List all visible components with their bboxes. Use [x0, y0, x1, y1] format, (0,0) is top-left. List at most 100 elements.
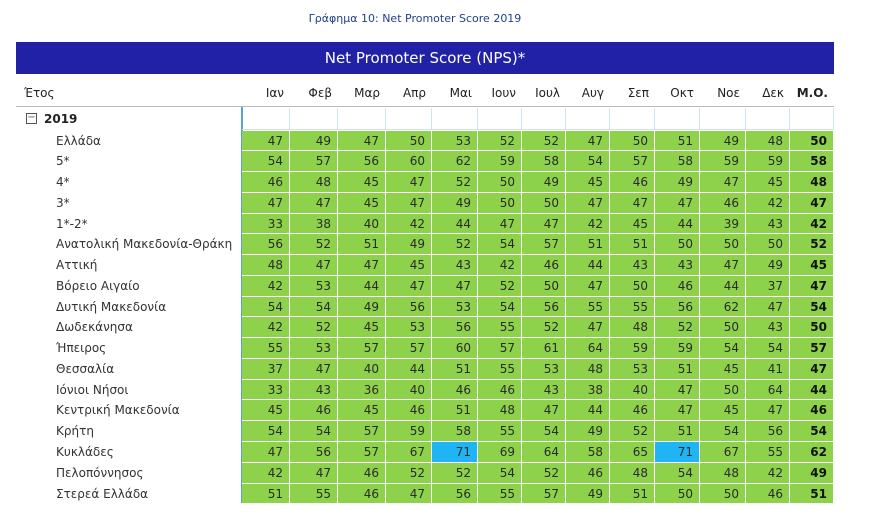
value-cell: 55 — [290, 483, 338, 505]
group-cell — [386, 108, 432, 130]
value-cell: 56 — [338, 151, 386, 173]
value-cell: 53 — [432, 130, 478, 152]
row-label: Ανατολική Μακεδονία-Θράκη — [56, 237, 233, 252]
value-cell: 49 — [522, 172, 566, 193]
average-cell: 54 — [790, 421, 834, 442]
row-label: Βόρειο Αιγαίο — [56, 278, 140, 293]
value-cell: 37 — [242, 358, 290, 380]
value-cell: 52 — [432, 172, 478, 193]
value-cell: 46 — [386, 400, 432, 422]
value-cell: 44 — [566, 255, 610, 276]
group-cell — [655, 108, 700, 130]
value-cell: 51 — [655, 421, 700, 442]
value-cell: 48 — [242, 255, 290, 276]
value-cell: 61 — [522, 338, 566, 359]
value-cell: 46 — [610, 400, 655, 422]
value-cell: 65 — [610, 442, 655, 463]
value-cell: 60 — [432, 338, 478, 359]
value-cell: 50 — [478, 172, 522, 193]
value-cell: 50 — [700, 379, 746, 401]
collapse-icon[interactable]: − — [26, 112, 37, 124]
value-cell: 46 — [700, 192, 746, 214]
value-cell: 51 — [566, 234, 610, 256]
value-cell: 54 — [242, 296, 290, 318]
value-cell: 40 — [386, 379, 432, 401]
value-cell: 46 — [522, 255, 566, 276]
value-cell: 57 — [338, 442, 386, 463]
row-label: Δυτική Μακεδονία — [56, 299, 167, 314]
value-cell: 47 — [700, 255, 746, 276]
value-cell: 52 — [290, 234, 338, 256]
value-cell: 42 — [386, 213, 432, 235]
value-cell: 46 — [432, 379, 478, 401]
average-cell: 44 — [790, 379, 834, 401]
row-label: Αττική — [56, 258, 98, 273]
value-cell: 56 — [290, 442, 338, 463]
value-cell: 48 — [566, 358, 610, 380]
value-cell: 67 — [700, 442, 746, 463]
average-cell: 54 — [790, 296, 834, 318]
value-cell: 47 — [432, 275, 478, 297]
average-cell: 50 — [790, 317, 834, 339]
value-cell: 39 — [700, 213, 746, 235]
value-cell: 57 — [610, 151, 655, 173]
average-cell: 46 — [790, 400, 834, 422]
value-cell: 54 — [700, 338, 746, 359]
column-header: Ιαν — [265, 86, 284, 100]
value-cell: 45 — [566, 172, 610, 193]
value-cell: 50 — [700, 317, 746, 339]
value-cell: 59 — [610, 338, 655, 359]
value-cell: 50 — [700, 483, 746, 505]
value-cell: 42 — [478, 255, 522, 276]
value-cell: 64 — [746, 379, 790, 401]
value-cell: 47 — [386, 172, 432, 193]
value-cell: 47 — [746, 296, 790, 318]
value-cell: 54 — [478, 296, 522, 318]
value-cell: 40 — [610, 379, 655, 401]
value-cell: 47 — [386, 483, 432, 505]
value-cell: 43 — [746, 213, 790, 235]
value-cell: 62 — [432, 151, 478, 173]
group-label: 2019 — [44, 112, 78, 126]
value-cell: 54 — [290, 421, 338, 442]
value-cell: 44 — [386, 358, 432, 380]
group-cell — [700, 108, 746, 130]
value-cell: 43 — [746, 317, 790, 339]
value-cell: 47 — [386, 192, 432, 214]
value-cell: 46 — [566, 462, 610, 484]
value-cell: 54 — [242, 421, 290, 442]
value-cell: 55 — [478, 358, 522, 380]
value-cell: 52 — [522, 462, 566, 484]
value-cell: 42 — [242, 317, 290, 339]
row-label: 4* — [56, 175, 70, 190]
value-cell: 71 — [655, 442, 700, 463]
value-cell: 59 — [746, 151, 790, 173]
column-header: Οκτ — [670, 86, 694, 100]
value-cell: 59 — [655, 338, 700, 359]
value-cell: 47 — [655, 379, 700, 401]
value-cell: 54 — [478, 234, 522, 256]
column-header: Σεπ — [627, 86, 649, 100]
group-cell — [338, 108, 386, 130]
group-cell — [790, 108, 834, 130]
row-label: 3* — [56, 195, 70, 210]
value-cell: 59 — [700, 151, 746, 173]
value-cell: 42 — [242, 462, 290, 484]
group-cell — [432, 108, 478, 130]
row-label: 5* — [56, 154, 70, 169]
average-cell: 58 — [790, 151, 834, 173]
value-cell: 45 — [610, 213, 655, 235]
value-cell: 50 — [746, 234, 790, 256]
value-cell: 47 — [290, 255, 338, 276]
value-cell: 48 — [610, 317, 655, 339]
value-cell: 47 — [655, 192, 700, 214]
value-cell: 47 — [522, 400, 566, 422]
value-cell: 44 — [700, 275, 746, 297]
average-cell: 45 — [790, 255, 834, 276]
value-cell: 47 — [522, 213, 566, 235]
value-cell: 47 — [386, 275, 432, 297]
value-cell: 52 — [432, 462, 478, 484]
value-cell: 47 — [566, 192, 610, 214]
value-cell: 57 — [478, 338, 522, 359]
value-cell: 52 — [432, 234, 478, 256]
